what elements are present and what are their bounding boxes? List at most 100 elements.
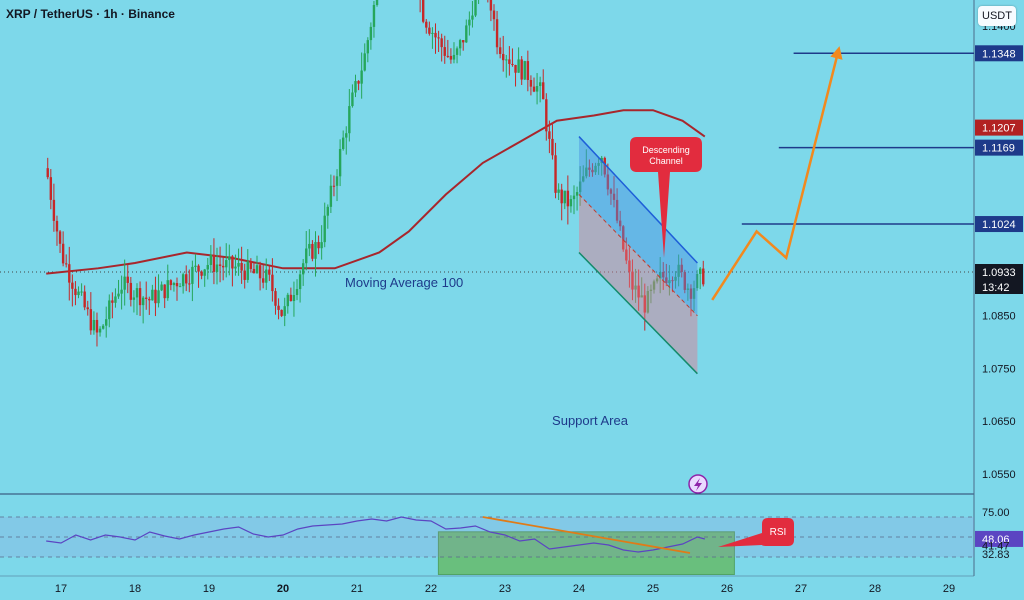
channel-upper-fill xyxy=(579,136,698,316)
candle-body xyxy=(520,59,523,80)
candle-body xyxy=(234,266,237,269)
candle-body xyxy=(655,278,659,282)
candle-body xyxy=(292,295,296,302)
candle-body xyxy=(606,174,610,190)
countdown-tag xyxy=(975,280,1023,294)
candle-body xyxy=(643,295,646,313)
candle-body xyxy=(114,296,117,303)
candle-body xyxy=(203,269,206,276)
price-tag xyxy=(975,264,1023,280)
candle-body xyxy=(145,297,148,299)
candle-body xyxy=(489,0,493,11)
candle-body xyxy=(98,328,102,333)
price-axis-tick: 1.0750 xyxy=(982,363,1016,375)
channel-lower-line xyxy=(578,251,698,375)
currency-button[interactable]: USDT xyxy=(978,6,1016,26)
price-tag-label: 1.0933 xyxy=(982,267,1016,279)
candle-body xyxy=(492,10,496,20)
candle-body xyxy=(437,37,440,39)
price-axis[interactable] xyxy=(974,0,1024,600)
x-axis-tick: 22 xyxy=(425,583,437,595)
candle-body xyxy=(683,272,686,290)
candle-body xyxy=(255,265,259,274)
rsi-axis-label: 75.00 xyxy=(982,507,1010,519)
candle-body xyxy=(240,263,243,271)
candle-body xyxy=(692,288,696,299)
candle-body xyxy=(649,289,653,291)
chart-title: XRP / TetherUS · 1h · Binance xyxy=(6,7,175,21)
x-axis-tick: 19 xyxy=(203,583,215,595)
candle-body xyxy=(55,220,59,232)
candle-body xyxy=(495,19,499,48)
candle-body xyxy=(637,285,640,298)
candle-body xyxy=(560,189,563,204)
candle-body xyxy=(160,284,163,291)
candle-body xyxy=(108,300,111,320)
price-tag xyxy=(975,45,1023,62)
candle-body xyxy=(172,283,176,286)
candle-body xyxy=(117,293,120,297)
candle-body xyxy=(86,307,89,310)
price-axis-tick: 1.0550 xyxy=(982,469,1016,481)
candle-body xyxy=(354,81,357,93)
candle-body xyxy=(375,0,379,5)
candle-body xyxy=(511,63,514,66)
candle-body xyxy=(662,271,665,278)
candle-body xyxy=(609,189,613,194)
candle-body xyxy=(61,243,65,264)
candle-body xyxy=(280,309,283,316)
candle-body xyxy=(474,0,477,16)
candle-body xyxy=(151,289,154,301)
x-axis-tick: 29 xyxy=(943,583,955,595)
candle-body xyxy=(228,256,231,261)
candle-body xyxy=(169,280,173,286)
candle-body xyxy=(341,137,345,150)
moving-average-label: Moving Average 100 xyxy=(345,275,463,290)
svg-text:Descending: Descending xyxy=(642,145,690,155)
rsi-callout: RSI xyxy=(718,518,794,547)
candle-body xyxy=(498,47,502,54)
candle-body xyxy=(569,199,573,207)
candle-body xyxy=(618,220,622,227)
candle-body xyxy=(348,106,351,134)
candle-body xyxy=(597,163,600,166)
candle-body xyxy=(175,283,179,287)
candle-body xyxy=(206,264,209,270)
candle-body xyxy=(366,40,370,54)
candle-body xyxy=(363,53,366,71)
candle-body xyxy=(212,254,216,272)
main-pane[interactable] xyxy=(0,0,974,494)
candle-body xyxy=(551,138,554,156)
candle-body xyxy=(585,167,588,177)
candle-body xyxy=(634,285,637,290)
candle-body xyxy=(578,181,582,193)
candle-body xyxy=(517,59,520,73)
x-axis-tick: 18 xyxy=(129,583,141,595)
candle-body xyxy=(369,26,373,41)
candle-body xyxy=(458,40,462,49)
candle-body xyxy=(301,263,305,275)
candle-body xyxy=(455,48,459,55)
candle-body xyxy=(58,231,62,244)
candle-body xyxy=(194,265,197,267)
candle-body xyxy=(557,189,560,193)
candle-body xyxy=(594,165,597,173)
candle-body xyxy=(646,290,650,313)
candle-body xyxy=(671,280,674,282)
candle-body xyxy=(258,265,262,279)
candle-body xyxy=(92,319,96,331)
candle-body xyxy=(428,27,431,34)
candle-body xyxy=(345,133,348,138)
rsi-value-tag xyxy=(975,530,1023,547)
candle-body xyxy=(123,276,126,290)
candle-body xyxy=(80,291,83,293)
x-axis-tick: 17 xyxy=(55,583,67,595)
candle-body xyxy=(221,265,225,268)
candle-body xyxy=(77,291,80,296)
candle-body xyxy=(446,55,450,57)
candle-body xyxy=(572,195,576,200)
rsi-trendline xyxy=(482,516,691,554)
lightning-icon[interactable] xyxy=(688,474,708,494)
candle-body xyxy=(323,215,326,243)
